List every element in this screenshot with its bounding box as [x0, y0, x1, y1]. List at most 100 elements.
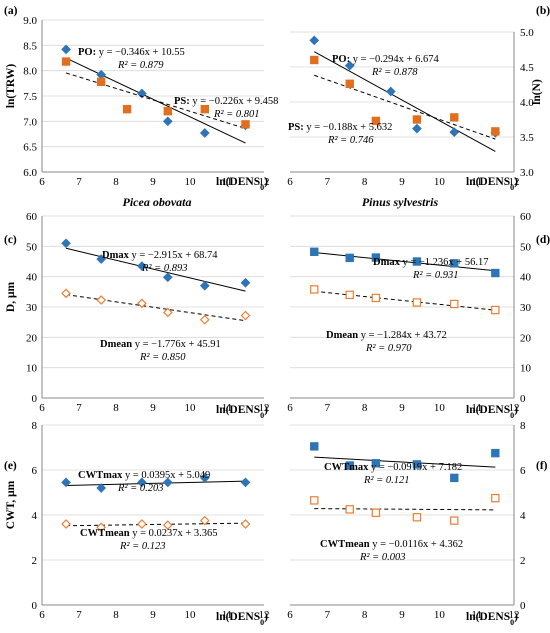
data-point-dmean: [412, 298, 422, 307]
data-point-dmean: [96, 295, 107, 305]
data-point-ps: [450, 113, 459, 122]
data-point-cwtmax: [162, 477, 173, 488]
data-point-ps: [345, 79, 354, 88]
y-tick-label: 9.0: [23, 15, 37, 27]
x-tick-label: 7: [325, 609, 331, 621]
y-tick-label: 2: [520, 555, 526, 567]
panel-letter: (b): [536, 5, 550, 17]
x-axis-label: ln(DENS0): [466, 176, 518, 192]
data-point-dmax: [61, 238, 71, 249]
data-point-cwtmax: [491, 448, 500, 458]
y-tick-label: 5.0: [520, 27, 534, 39]
y-axis-label: ln(TRW): [5, 64, 17, 108]
r-squared-dmean: R² = 0.970: [365, 343, 412, 354]
equation-cwtmean: CWTmean y = −0.0116x + 4.362: [320, 539, 463, 550]
data-point-cwtmax: [345, 461, 354, 470]
r-squared-ps: R² = 0.746: [327, 135, 374, 146]
equation-dmax: Dmax y = −2.915x + 68.74: [102, 250, 218, 261]
data-point-po: [309, 35, 320, 46]
x-tick-label: 7: [325, 176, 331, 188]
trendline-cwtmax: [314, 456, 496, 468]
equation-po: PO: y = −0.294x + 6.674: [332, 54, 439, 65]
r-squared-cwtmax: R² = 0.121: [363, 475, 410, 486]
data-point-cwtmax: [412, 460, 422, 469]
x-tick-label: 7: [76, 402, 82, 414]
y-tick-label: 2: [32, 555, 38, 567]
data-point-cwtmean: [61, 519, 71, 529]
y-tick-label: 50: [520, 241, 532, 253]
data-point-cwtmean: [491, 493, 500, 503]
x-tick-label: 10: [434, 176, 446, 188]
data-point-dmean: [199, 314, 210, 325]
x-tick-label: 8: [362, 402, 368, 414]
data-point-dmean: [345, 290, 354, 300]
data-point-cwtmax: [96, 483, 107, 493]
x-tick-label: 11: [471, 402, 482, 414]
y-tick-label: 6.5: [23, 142, 37, 154]
r-squared-ps: R² = 0.801: [213, 109, 260, 120]
data-point-po: [449, 127, 460, 137]
y-tick-label: 40: [26, 272, 38, 284]
y-tick-label: 3.5: [520, 132, 534, 144]
y-tick-label: 6.0: [23, 167, 37, 179]
x-tick-label: 9: [150, 609, 156, 621]
data-point-ps: [96, 77, 106, 87]
y-tick-label: 4.0: [520, 97, 534, 109]
x-tick-label: 7: [76, 609, 82, 621]
y-tick-label: 10: [26, 363, 38, 375]
equation-dmean: Dmean y = −1.776x + 45.91: [100, 339, 221, 350]
x-tick-label: 12: [259, 609, 270, 621]
species-left: Picea obovata: [123, 195, 192, 209]
y-tick-label: 20: [26, 332, 38, 344]
y-tick-label: 8: [32, 420, 38, 432]
data-point-cwtmean: [199, 515, 210, 526]
data-point-dmax: [491, 268, 500, 278]
x-tick-label: 7: [325, 402, 331, 414]
data-point-po: [96, 69, 107, 80]
y-tick-label: 60: [520, 211, 532, 223]
y-tick-label: 10: [520, 363, 532, 375]
data-point-cwtmean: [450, 516, 459, 525]
x-tick-label: 6: [287, 176, 293, 188]
data-point-dmax: [345, 253, 354, 263]
y-tick-label: 0: [32, 393, 38, 405]
y-axis-label: CWT, μm: [5, 480, 17, 529]
data-point-cwtmean: [162, 520, 173, 530]
x-tick-label: 7: [76, 176, 82, 188]
data-point-ps: [241, 120, 250, 129]
data-point-po: [385, 86, 396, 97]
data-point-po: [61, 44, 71, 55]
r-squared-dmean: R² = 0.850: [139, 352, 186, 363]
x-tick-label: 8: [113, 176, 119, 188]
data-point-dmean: [137, 298, 147, 309]
r-squared-cwtmean: R² = 0.123: [119, 541, 166, 552]
data-point-po: [344, 60, 355, 71]
x-tick-label: 12: [509, 176, 520, 188]
x-tick-label: 8: [362, 609, 368, 621]
trendline-cwtmean: [314, 508, 496, 511]
data-point-ps: [491, 127, 500, 136]
x-tick-label: 6: [287, 609, 293, 621]
x-tick-label: 10: [434, 609, 446, 621]
data-point-dmax: [162, 272, 173, 283]
panel-letter: (d): [536, 234, 550, 246]
data-point-cwtmean: [371, 508, 381, 517]
trendline-dmean: [314, 290, 496, 311]
trendline-cwtmax: [66, 480, 246, 486]
y-tick-label: 6: [520, 465, 526, 477]
x-tick-label: 11: [222, 402, 233, 414]
y-tick-label: 4: [32, 510, 38, 522]
data-point-cwtmax: [61, 477, 71, 488]
r-squared-dmax: R² = 0.893: [141, 263, 188, 274]
equation-ps: PS: y = −0.188x + 5.632: [288, 122, 392, 133]
x-tick-label: 12: [259, 176, 270, 188]
x-tick-label: 10: [185, 176, 197, 188]
y-tick-label: 3.0: [520, 167, 534, 179]
y-tick-label: 6: [32, 465, 38, 477]
panel-letter: (c): [4, 234, 17, 246]
